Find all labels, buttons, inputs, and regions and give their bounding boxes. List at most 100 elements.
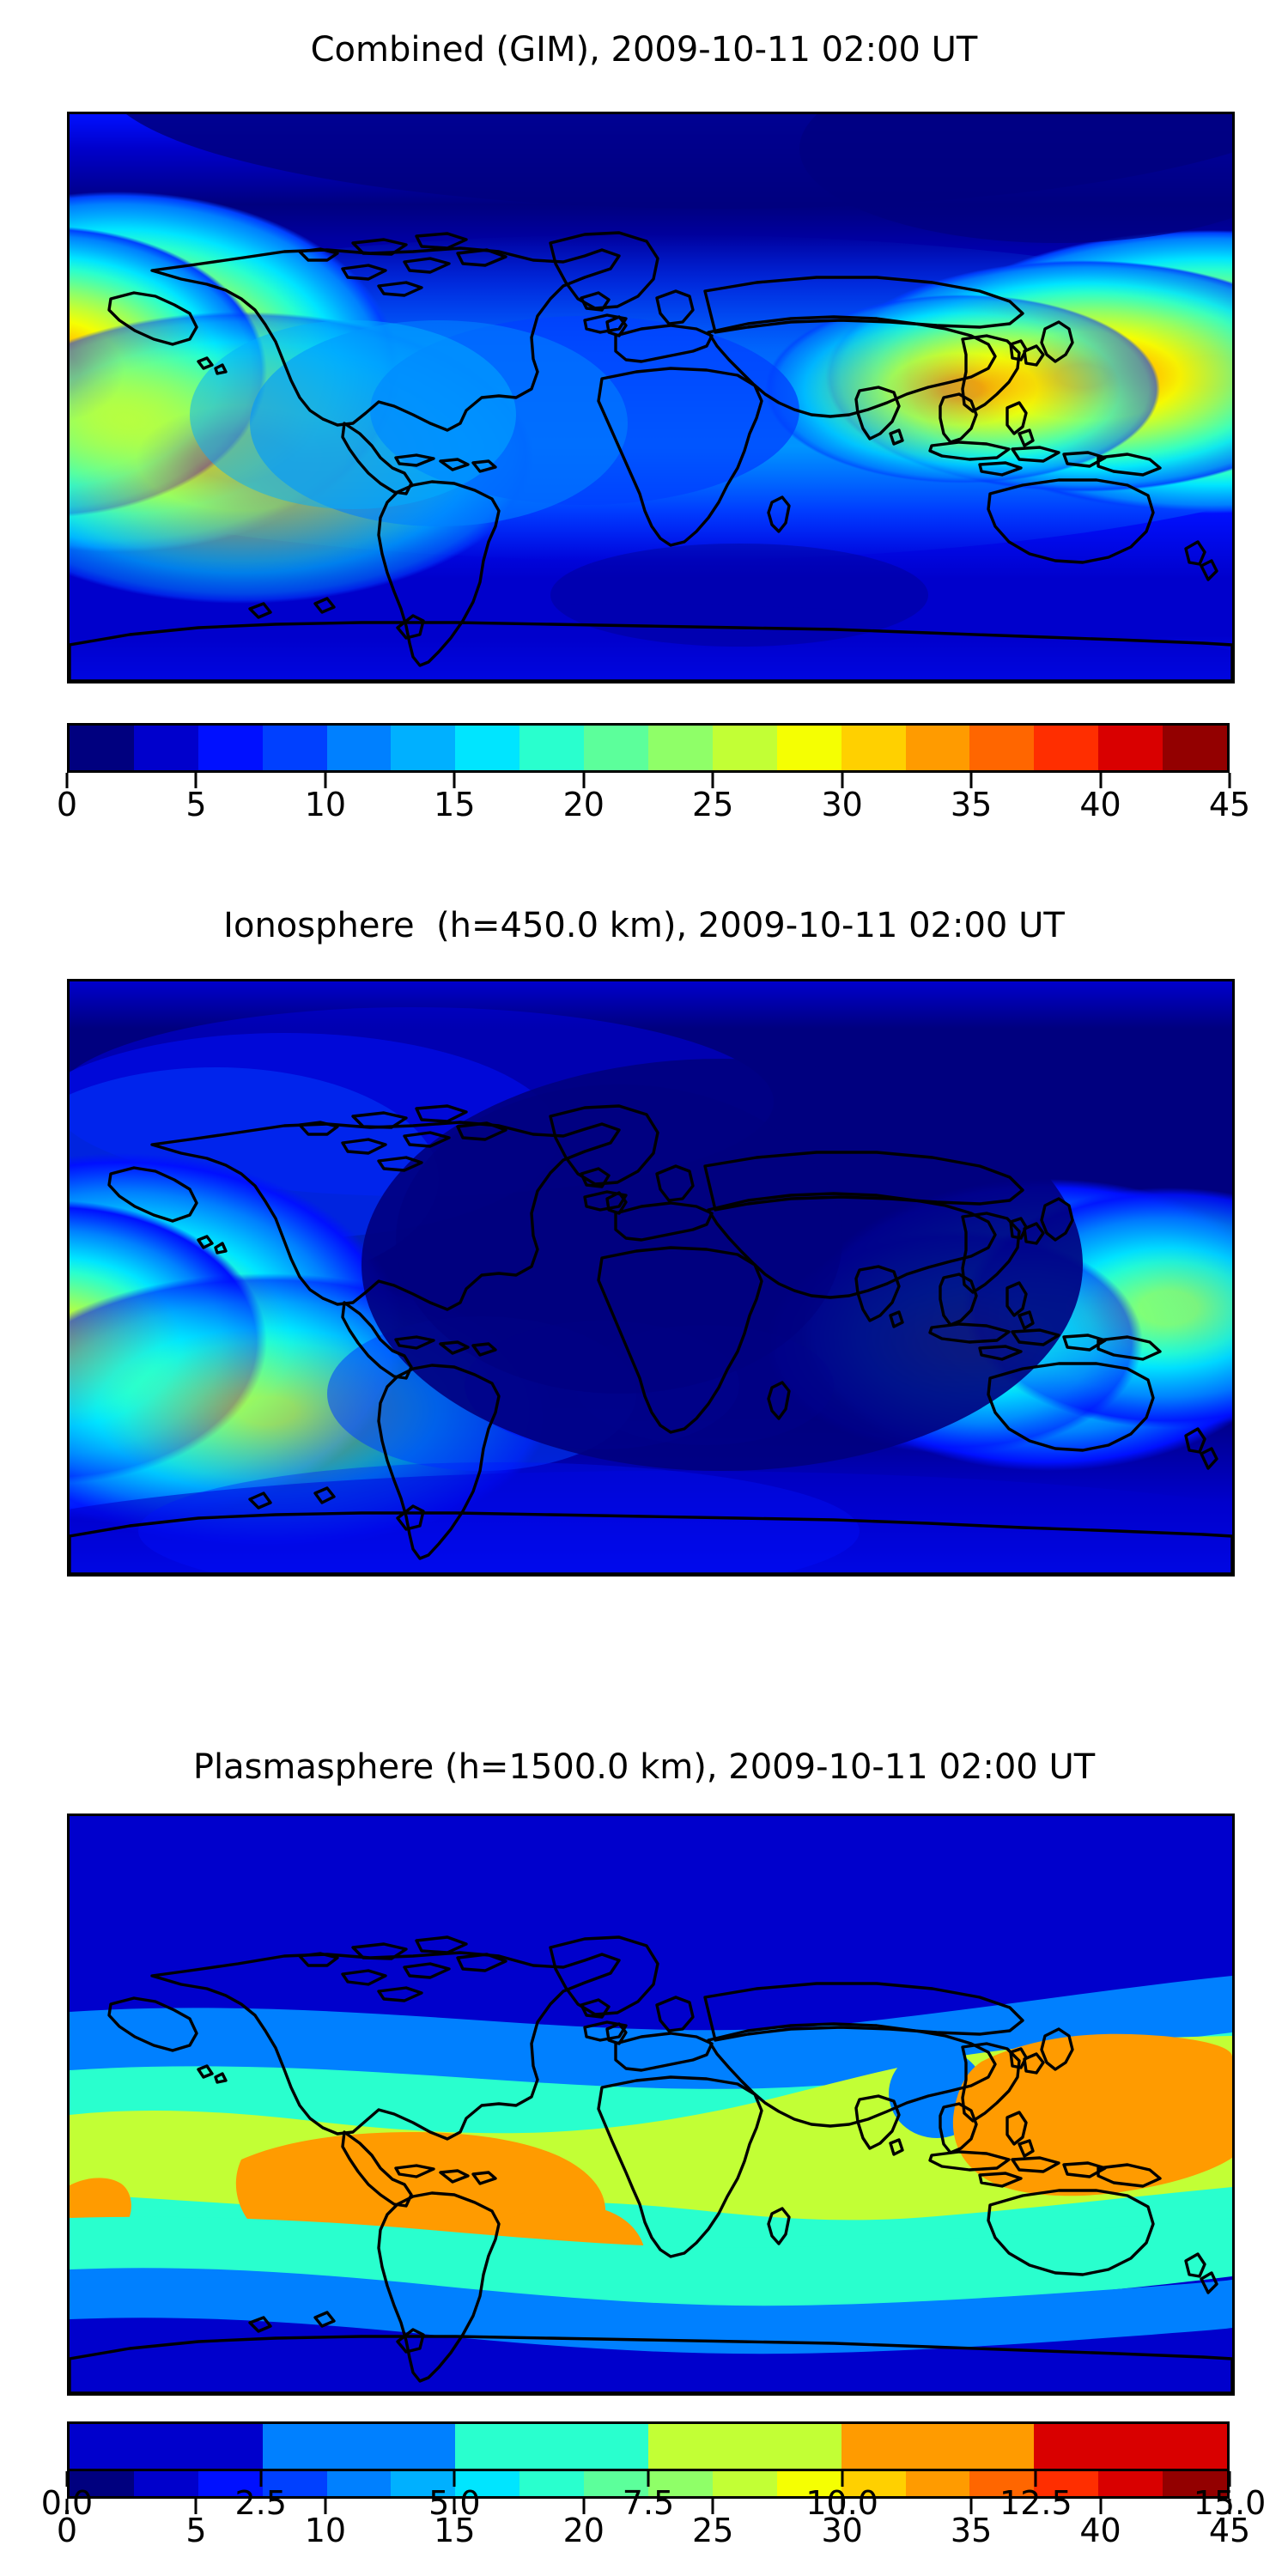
colorbar-tick-label: 15 — [434, 786, 476, 823]
colorbar-tick-label: 5 — [185, 2512, 207, 2549]
colorbar-tick — [1099, 2499, 1103, 2514]
colorbar-tick-label: 5.0 — [428, 2484, 481, 2522]
colorbar-tick-label: 0 — [56, 786, 78, 823]
colorbar-band — [648, 726, 713, 770]
colorbar-tick-label: 10.0 — [805, 2484, 878, 2522]
colorbar-tick-label: 20 — [562, 2512, 605, 2549]
colorbar-combined-gim-ticks — [65, 773, 1231, 788]
colorbar-tick — [969, 773, 973, 788]
colorbar-band — [969, 726, 1035, 770]
colorbar-band — [262, 2424, 456, 2469]
colorbar-band — [1163, 726, 1228, 770]
colorbar-tick — [65, 2499, 69, 2514]
colorbar-tick-label: 45 — [1208, 2512, 1251, 2549]
colorbar-tick-label: 20 — [562, 786, 605, 823]
colorbar-plasmasphere-ticks — [65, 2471, 1231, 2487]
map-plasmasphere — [67, 1814, 1235, 2396]
colorbar-band — [326, 726, 392, 770]
colorbar-band — [455, 2424, 649, 2469]
map-ionosphere-canvas — [70, 981, 1232, 1574]
colorbar-tick-label: 35 — [950, 2512, 993, 2549]
colorbar-tick — [1099, 773, 1103, 788]
colorbar-tick-label: 0.0 — [40, 2484, 94, 2522]
colorbar-ionosphere-ticks — [65, 2499, 1231, 2514]
colorbar-tick — [1228, 2499, 1231, 2514]
panel-combined-gim: Combined (GIM), 2009-10-11 02:00 UT — [0, 0, 1288, 859]
colorbar-band — [519, 726, 585, 770]
colorbar-plasmasphere: 0.0 2.5 5.0 7.5 10.0 12.5 15.0 — [41, 2421, 1267, 2531]
colorbar-tick — [711, 773, 714, 788]
colorbar-tick-label: 2.5 — [234, 2484, 287, 2522]
colorbar-band — [70, 2424, 263, 2469]
colorbar-tick-label: 45 — [1208, 786, 1251, 823]
panel-title-ionosphere: Ionosphere (h=450.0 km), 2009-10-11 02:0… — [223, 906, 1065, 945]
colorbar-band — [133, 726, 198, 770]
colorbar-ionosphere-labels: 0 5 10 15 20 25 30 35 40 45 — [57, 2512, 1250, 2559]
colorbar-tick-label: 0 — [56, 2512, 78, 2549]
colorbar-tick-label: 25 — [692, 2512, 734, 2549]
colorbar-tick-label: 30 — [821, 786, 863, 823]
colorbar-band — [70, 726, 134, 770]
colorbar-band — [262, 726, 327, 770]
panel-title-plasmasphere: Plasmasphere (h=1500.0 km), 2009-10-11 0… — [192, 1747, 1096, 1787]
colorbar-tick-label: 10 — [304, 2512, 347, 2549]
map-combined-gim — [67, 112, 1235, 683]
colorbar-tick — [324, 773, 327, 788]
colorbar-band — [841, 726, 906, 770]
colorbar-tick — [647, 2471, 650, 2487]
colorbar-tick — [65, 2471, 69, 2487]
colorbar-tick — [582, 773, 586, 788]
colorbar-band — [584, 726, 649, 770]
colorbar-tick-label: 12.5 — [999, 2484, 1072, 2522]
colorbar-tick — [453, 2471, 456, 2487]
colorbar-tick — [65, 773, 69, 788]
colorbar-band — [1034, 726, 1099, 770]
colorbar-combined-gim-labels: 0 5 10 15 20 25 30 35 40 45 — [57, 786, 1250, 833]
colorbar-band — [712, 726, 777, 770]
colorbar-band — [905, 726, 970, 770]
colorbar-tick-label: 35 — [950, 786, 993, 823]
colorbar-tick — [841, 773, 844, 788]
colorbar-plasmasphere-strip — [67, 2421, 1230, 2471]
colorbar-tick — [1034, 2471, 1037, 2487]
colorbar-tick-label: 10 — [304, 786, 347, 823]
panel-title-combined-gim: Combined (GIM), 2009-10-11 02:00 UT — [310, 30, 978, 70]
colorbar-tick — [453, 2499, 456, 2514]
colorbar-combined-gim: 0 5 10 15 20 25 30 35 40 45 — [57, 723, 1250, 833]
colorbar-tick — [324, 2499, 327, 2514]
colorbar-tick — [1228, 2471, 1231, 2487]
colorbar-band — [1034, 2424, 1228, 2469]
colorbar-tick — [453, 773, 456, 788]
panel-plasmasphere: Plasmasphere (h=1500.0 km), 2009-10-11 0… — [0, 1735, 1288, 2576]
colorbar-band — [841, 2424, 1035, 2469]
map-ionosphere — [67, 979, 1235, 1577]
colorbar-tick-label: 15 — [434, 2512, 476, 2549]
colorbar-band — [1098, 726, 1163, 770]
colorbar-tick-label: 25 — [692, 786, 734, 823]
colorbar-tick — [259, 2471, 263, 2487]
colorbar-tick — [582, 2499, 586, 2514]
colorbar-tick-label: 40 — [1079, 786, 1121, 823]
colorbar-tick — [841, 2471, 844, 2487]
colorbar-tick — [194, 773, 197, 788]
colorbar-tick-label: 7.5 — [622, 2484, 675, 2522]
map-plasmasphere-canvas — [70, 1816, 1232, 2393]
colorbar-tick-label: 5 — [185, 786, 207, 823]
panel-ionosphere: Ionosphere (h=450.0 km), 2009-10-11 02:0… — [0, 876, 1288, 2548]
colorbar-band — [391, 726, 456, 770]
colorbar-tick — [711, 2499, 714, 2514]
colorbar-tick — [969, 2499, 973, 2514]
colorbar-band — [197, 726, 263, 770]
colorbar-tick-label: 40 — [1079, 2512, 1121, 2549]
colorbar-tick — [194, 2499, 197, 2514]
colorbar-tick — [841, 2499, 844, 2514]
map-combined-gim-canvas — [70, 114, 1232, 681]
colorbar-plasmasphere-labels: 0.0 2.5 5.0 7.5 10.0 12.5 15.0 — [41, 2484, 1267, 2531]
colorbar-combined-gim-strip — [67, 723, 1230, 773]
colorbar-band — [455, 726, 520, 770]
colorbar-tick-label: 15.0 — [1193, 2484, 1267, 2522]
colorbar-band — [648, 2424, 841, 2469]
colorbar-tick — [1228, 773, 1231, 788]
colorbar-band — [776, 726, 841, 770]
